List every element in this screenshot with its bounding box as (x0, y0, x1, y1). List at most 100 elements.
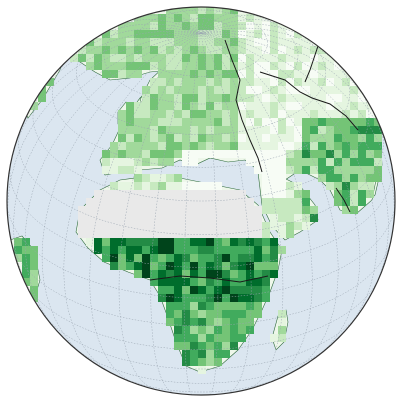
vegetation-cell (214, 342, 222, 350)
vegetation-cell (358, 166, 366, 174)
vegetation-cell (150, 62, 158, 70)
vegetation-cell (206, 86, 214, 94)
vegetation-cell (206, 230, 214, 238)
vegetation-cell (134, 54, 142, 62)
vegetation-cell (230, 14, 238, 22)
vegetation-cell (214, 38, 222, 46)
vegetation-cell (102, 150, 110, 158)
vegetation-cell (150, 174, 158, 182)
vegetation-cell (294, 190, 302, 198)
vegetation-cell (182, 238, 190, 246)
vegetation-cell (206, 30, 214, 38)
vegetation-cell (118, 38, 126, 46)
vegetation-cell (126, 182, 134, 190)
vegetation-cell (182, 254, 190, 262)
meridian-line (200, 23, 312, 42)
vegetation-cell (222, 262, 230, 270)
vegetation-cell (206, 222, 214, 230)
vegetation-cell (358, 102, 366, 110)
vegetation-cell (350, 206, 358, 214)
vegetation-cell (230, 126, 238, 134)
vegetation-cell (246, 126, 254, 134)
vegetation-cell (134, 142, 142, 150)
vegetation-cell (222, 286, 230, 294)
vegetation-cell (254, 206, 262, 214)
vegetation-cell (214, 262, 222, 270)
vegetation-cell (246, 46, 254, 54)
vegetation-cell (158, 38, 166, 46)
meridian-line (90, 23, 202, 42)
vegetation-cell (246, 238, 254, 246)
vegetation-cell (270, 150, 278, 158)
country-borders (149, 39, 359, 283)
vegetation-cell (246, 14, 254, 22)
vegetation-cell (334, 190, 342, 198)
vegetation-cell (134, 174, 142, 182)
vegetation-cell (302, 86, 310, 94)
vegetation-cell (142, 38, 150, 46)
vegetation-cell (134, 30, 142, 38)
vegetation-cell (222, 222, 230, 230)
vegetation-cell (174, 102, 182, 110)
parallel-line (18, 126, 384, 235)
vegetation-cell (342, 70, 350, 78)
vegetation-cell (294, 102, 302, 110)
vegetation-cell (254, 222, 262, 230)
vegetation-cell (190, 46, 198, 54)
vegetation-cell (142, 86, 150, 94)
meridian-line (200, 32, 284, 390)
vegetation-cell (230, 334, 238, 342)
vegetation-cell (238, 318, 246, 326)
vegetation-cell (182, 286, 190, 294)
vegetation-cell (22, 254, 30, 262)
vegetation-cell (166, 54, 174, 62)
vegetation-cell (214, 14, 222, 22)
vegetation-cell (334, 198, 342, 206)
vegetation-cell (358, 94, 366, 102)
vegetation-cell (254, 134, 262, 142)
vegetation-cell (318, 102, 326, 110)
vegetation-cell (94, 190, 102, 198)
vegetation-cell (182, 7, 190, 14)
vegetation-cell (230, 302, 238, 310)
vegetation-cell (174, 270, 182, 278)
vegetation-cell (182, 318, 190, 326)
vegetation-cell (254, 166, 262, 174)
vegetation-cell (270, 174, 278, 182)
vegetation-cell (230, 294, 238, 302)
meridian-line (7, 32, 202, 233)
vegetation-cell (102, 206, 110, 214)
vegetation-cell (238, 142, 246, 150)
vegetation-cell (302, 166, 310, 174)
vegetation-cell (286, 86, 294, 94)
vegetation-cell (222, 46, 230, 54)
vegetation-cell (238, 22, 246, 30)
vegetation-cell (222, 150, 230, 158)
vegetation-cell (286, 158, 294, 166)
vegetation-cell (206, 190, 214, 198)
vegetation-cell (22, 270, 30, 278)
vegetation-cell (126, 222, 134, 230)
vegetation-cell (238, 262, 246, 270)
vegetation-cell (110, 222, 118, 230)
vegetation-cell (262, 166, 270, 174)
vegetation-cell (198, 46, 206, 54)
vegetation-cell (102, 166, 110, 174)
vegetation-cell (230, 142, 238, 150)
vegetation-cell (286, 190, 294, 198)
vegetation-cell (278, 198, 286, 206)
vegetation-cell (326, 94, 334, 102)
vegetation-cell (350, 166, 358, 174)
vegetation-cell (166, 270, 174, 278)
vegetation-cell (158, 246, 166, 254)
vegetation-cell (142, 14, 150, 22)
vegetation-cell (270, 254, 278, 262)
meridian-line (200, 32, 252, 394)
vegetation-cell (350, 174, 358, 182)
vegetation-cell (222, 270, 230, 278)
vegetation-cell (294, 214, 302, 222)
vegetation-cell (190, 230, 198, 238)
vegetation-cell (270, 110, 278, 118)
vegetation-cell (206, 350, 214, 358)
vegetation-cell (230, 230, 238, 238)
